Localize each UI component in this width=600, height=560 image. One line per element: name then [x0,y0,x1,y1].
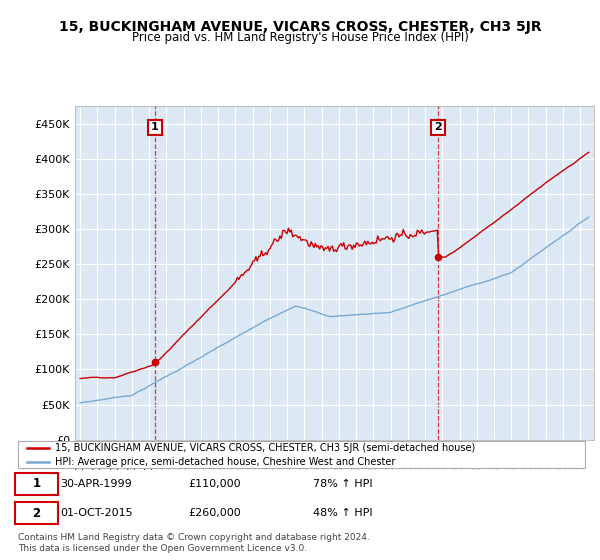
Text: £260,000: £260,000 [188,508,241,519]
Text: £110,000: £110,000 [188,479,241,489]
FancyBboxPatch shape [15,473,58,495]
Text: Price paid vs. HM Land Registry's House Price Index (HPI): Price paid vs. HM Land Registry's House … [131,31,469,44]
Text: 2: 2 [32,507,40,520]
Text: 15, BUCKINGHAM AVENUE, VICARS CROSS, CHESTER, CH3 5JR (semi-detached house): 15, BUCKINGHAM AVENUE, VICARS CROSS, CHE… [55,444,475,453]
Text: 1: 1 [32,478,40,491]
Text: HPI: Average price, semi-detached house, Cheshire West and Chester: HPI: Average price, semi-detached house,… [55,457,395,466]
FancyBboxPatch shape [18,441,585,468]
Text: 78% ↑ HPI: 78% ↑ HPI [313,479,373,489]
Text: Contains HM Land Registry data © Crown copyright and database right 2024.
This d: Contains HM Land Registry data © Crown c… [18,533,370,553]
Text: 01-OCT-2015: 01-OCT-2015 [61,508,133,519]
FancyBboxPatch shape [15,502,58,525]
Text: 1: 1 [151,123,159,133]
Text: 2: 2 [434,123,442,133]
Text: 15, BUCKINGHAM AVENUE, VICARS CROSS, CHESTER, CH3 5JR: 15, BUCKINGHAM AVENUE, VICARS CROSS, CHE… [59,20,541,34]
Text: 48% ↑ HPI: 48% ↑ HPI [313,508,373,519]
Text: 30-APR-1999: 30-APR-1999 [61,479,132,489]
